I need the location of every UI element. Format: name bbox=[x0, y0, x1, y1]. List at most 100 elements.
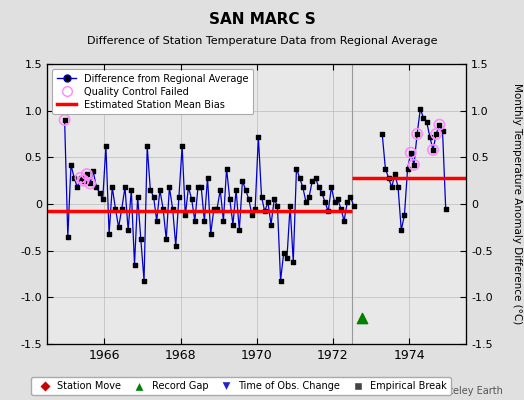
Point bbox=[63, 234, 72, 240]
Point bbox=[95, 190, 104, 196]
Point bbox=[105, 231, 113, 237]
Point bbox=[152, 218, 161, 224]
Point bbox=[410, 162, 418, 168]
Point bbox=[181, 212, 190, 218]
Point bbox=[168, 206, 177, 212]
Point bbox=[194, 184, 202, 190]
Point bbox=[117, 206, 126, 212]
Point bbox=[102, 143, 110, 149]
Point bbox=[407, 150, 415, 156]
Point bbox=[197, 184, 205, 190]
Point bbox=[305, 193, 313, 200]
Point bbox=[245, 196, 253, 202]
Point bbox=[257, 193, 266, 200]
Point bbox=[222, 165, 231, 172]
Point bbox=[238, 178, 247, 184]
Point bbox=[346, 193, 355, 200]
Point bbox=[299, 184, 307, 190]
Point bbox=[442, 206, 450, 212]
Point bbox=[416, 106, 424, 112]
Point bbox=[384, 175, 392, 181]
Point bbox=[156, 187, 164, 193]
Point bbox=[108, 184, 116, 190]
Point bbox=[267, 221, 275, 228]
Point bbox=[381, 165, 389, 172]
Point bbox=[92, 184, 101, 190]
Point bbox=[413, 131, 421, 137]
Point bbox=[407, 150, 415, 156]
Point bbox=[378, 131, 386, 137]
Point bbox=[149, 193, 158, 200]
Legend: Station Move, Record Gap, Time of Obs. Change, Empirical Break: Station Move, Record Gap, Time of Obs. C… bbox=[31, 377, 451, 395]
Point bbox=[140, 277, 148, 284]
Point bbox=[413, 131, 421, 137]
Point bbox=[276, 277, 285, 284]
Point bbox=[60, 117, 69, 123]
Point bbox=[232, 187, 241, 193]
Point bbox=[327, 184, 335, 190]
Point bbox=[283, 255, 291, 261]
Point bbox=[439, 128, 447, 134]
Point bbox=[200, 218, 209, 224]
Point bbox=[162, 236, 170, 243]
Point bbox=[286, 203, 294, 209]
Point bbox=[188, 196, 196, 202]
Point bbox=[70, 175, 78, 181]
Point bbox=[184, 184, 193, 190]
Text: SAN MARC S: SAN MARC S bbox=[209, 12, 315, 27]
Point bbox=[159, 206, 167, 212]
Point bbox=[77, 175, 85, 181]
Point bbox=[174, 193, 183, 200]
Point bbox=[331, 199, 339, 205]
Point bbox=[279, 249, 288, 256]
Point bbox=[397, 227, 406, 233]
Point bbox=[429, 147, 437, 153]
Point bbox=[111, 206, 119, 212]
Text: Difference of Station Temperature Data from Regional Average: Difference of Station Temperature Data f… bbox=[87, 36, 437, 46]
Point bbox=[124, 227, 133, 233]
Point bbox=[242, 187, 250, 193]
Point bbox=[77, 175, 85, 181]
Point bbox=[219, 218, 227, 224]
Point bbox=[80, 178, 88, 184]
Point bbox=[178, 143, 187, 149]
Point bbox=[343, 199, 352, 205]
Point bbox=[350, 203, 358, 209]
Point bbox=[171, 243, 180, 249]
Point bbox=[134, 193, 142, 200]
Point bbox=[308, 178, 316, 184]
Point bbox=[289, 259, 298, 265]
Point bbox=[165, 184, 173, 190]
Point bbox=[216, 187, 224, 193]
Point bbox=[314, 184, 323, 190]
Point bbox=[391, 171, 399, 177]
Point bbox=[394, 184, 402, 190]
Point bbox=[357, 315, 366, 321]
Point bbox=[302, 199, 310, 205]
Point bbox=[67, 162, 75, 168]
Point bbox=[80, 178, 88, 184]
Point bbox=[143, 143, 151, 149]
Point bbox=[410, 162, 418, 168]
Point bbox=[419, 115, 428, 121]
Point bbox=[235, 227, 244, 233]
Point bbox=[137, 236, 145, 243]
Point bbox=[226, 196, 234, 202]
Point bbox=[248, 212, 256, 218]
Point bbox=[422, 119, 431, 125]
Point bbox=[83, 171, 91, 177]
Y-axis label: Monthly Temperature Anomaly Difference (°C): Monthly Temperature Anomaly Difference (… bbox=[512, 83, 522, 325]
Point bbox=[73, 184, 82, 190]
Point bbox=[130, 262, 139, 268]
Point bbox=[429, 147, 437, 153]
Point bbox=[127, 187, 136, 193]
Point bbox=[86, 180, 94, 187]
Point bbox=[432, 131, 440, 137]
Point bbox=[311, 175, 320, 181]
Point bbox=[60, 117, 69, 123]
Point bbox=[146, 187, 155, 193]
Legend: Difference from Regional Average, Quality Control Failed, Estimated Station Mean: Difference from Regional Average, Qualit… bbox=[52, 69, 254, 114]
Point bbox=[229, 221, 237, 228]
Point bbox=[340, 218, 348, 224]
Point bbox=[254, 134, 263, 140]
